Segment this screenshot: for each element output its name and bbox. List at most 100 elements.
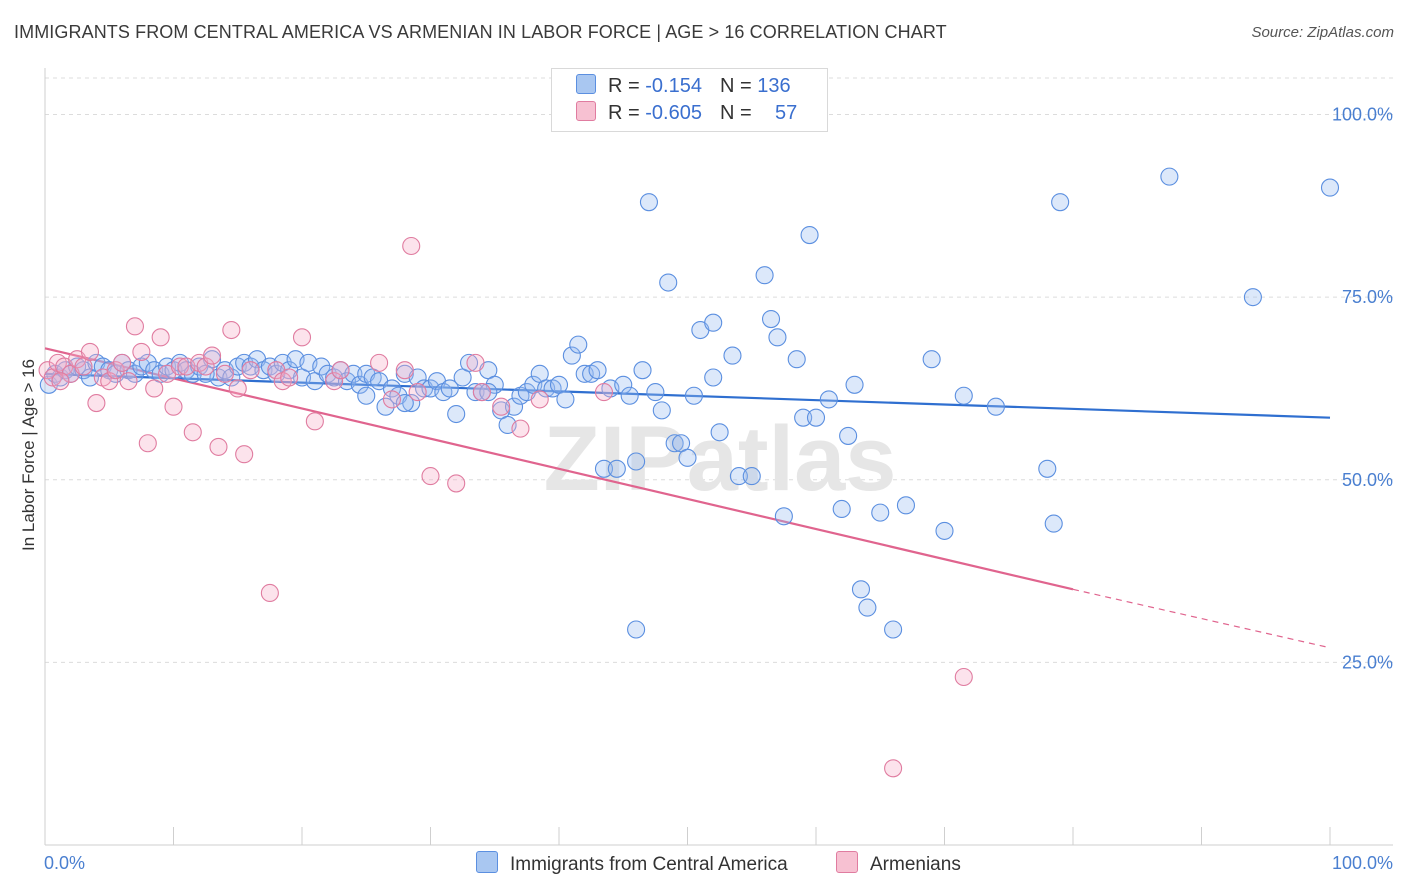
- scatter-points: [38, 167, 1340, 778]
- point-armenian: [421, 467, 440, 486]
- point-central-america: [614, 375, 633, 394]
- point-central-america: [588, 361, 607, 380]
- point-central-america: [819, 390, 838, 409]
- y-tick-label: 50.0%: [1342, 470, 1393, 490]
- point-central-america: [954, 386, 973, 405]
- trend-line-central-america: [44, 372, 1331, 419]
- point-central-america: [479, 383, 498, 402]
- point-central-america: [768, 328, 787, 347]
- point-central-america: [1044, 514, 1063, 533]
- point-central-america: [627, 620, 646, 639]
- legend-row-armenians: R = -0.605 N = 57: [576, 101, 797, 127]
- point-armenian: [80, 342, 100, 361]
- n-value: 57: [774, 102, 798, 124]
- point-armenian: [170, 357, 189, 376]
- point-armenian: [215, 364, 234, 383]
- point-central-america: [729, 467, 748, 486]
- y-tick-label: 75.0%: [1342, 287, 1393, 307]
- point-armenian: [183, 423, 202, 442]
- point-armenian: [209, 437, 228, 456]
- point-armenian: [954, 667, 973, 687]
- point-armenian: [305, 412, 324, 431]
- point-armenian: [106, 361, 125, 380]
- point-central-america: [138, 353, 157, 372]
- point-armenian: [331, 361, 350, 380]
- point-armenian: [492, 397, 511, 416]
- point-armenian: [151, 328, 170, 347]
- point-central-america: [851, 580, 871, 599]
- point-armenian: [241, 361, 260, 380]
- trend-line-armenian-extension: [1072, 588, 1331, 649]
- point-central-america: [845, 375, 864, 394]
- point-armenian: [511, 419, 530, 438]
- point-armenian: [222, 320, 241, 340]
- point-central-america: [684, 386, 703, 405]
- point-central-america: [659, 273, 678, 292]
- point-central-america: [723, 346, 742, 365]
- legend-label: Armenians: [870, 854, 961, 875]
- point-armenian: [100, 372, 119, 391]
- legend-row-central-america: R = -0.154 N = 136: [576, 74, 791, 100]
- point-armenian: [119, 372, 138, 391]
- point-central-america: [357, 386, 376, 405]
- point-central-america: [704, 368, 723, 387]
- r-label: R =: [608, 75, 640, 97]
- legend-swatch-pink: [576, 101, 596, 121]
- point-central-america: [620, 386, 639, 405]
- point-central-america: [447, 404, 466, 424]
- point-armenian: [125, 317, 144, 336]
- point-armenian: [402, 236, 421, 256]
- y-tick-label: 100.0%: [1332, 105, 1393, 125]
- point-central-america: [678, 448, 697, 467]
- point-armenian: [395, 361, 414, 380]
- bottom-legend-central-america: Immigrants from Central America: [476, 851, 788, 876]
- point-central-america: [196, 364, 215, 383]
- point-armenian: [530, 390, 549, 409]
- point-central-america: [376, 397, 395, 416]
- point-armenian: [51, 372, 70, 391]
- n-label: N =: [719, 102, 752, 124]
- bottom-legend-armenians: Armenians: [836, 851, 961, 876]
- source-note: Source: ZipAtlas.com: [1251, 24, 1394, 41]
- point-armenian: [594, 383, 614, 402]
- legend-swatch-blue: [576, 74, 596, 94]
- point-central-america: [1160, 167, 1179, 186]
- point-armenian: [472, 383, 491, 402]
- trend-lines: [44, 347, 1331, 649]
- point-armenian: [325, 372, 344, 391]
- point-central-america: [665, 434, 684, 453]
- point-central-america: [556, 390, 575, 409]
- legend-swatch-pink: [836, 851, 858, 873]
- point-central-america: [1243, 288, 1262, 307]
- point-central-america: [562, 346, 581, 365]
- point-armenian: [164, 397, 183, 416]
- y-tick-label: 25.0%: [1342, 652, 1393, 672]
- point-central-america: [646, 383, 665, 402]
- point-central-america: [440, 379, 459, 398]
- point-central-america: [125, 364, 144, 383]
- point-armenian: [408, 383, 427, 402]
- point-armenian: [466, 353, 485, 372]
- point-central-america: [504, 397, 524, 416]
- r-value: -0.154: [645, 75, 702, 97]
- point-central-america: [312, 357, 331, 376]
- point-central-america: [806, 408, 826, 427]
- point-central-america: [761, 310, 781, 329]
- x-tick-label: 0.0%: [44, 853, 85, 873]
- n-label: N =: [719, 75, 752, 97]
- point-central-america: [627, 452, 646, 471]
- trend-line-armenian: [44, 347, 1074, 591]
- r-value: -0.605: [645, 102, 702, 124]
- point-armenian: [260, 583, 279, 603]
- point-central-america: [639, 193, 659, 212]
- point-central-america: [1051, 193, 1070, 212]
- point-armenian: [203, 346, 222, 365]
- point-central-america: [800, 226, 819, 245]
- point-armenian: [138, 434, 157, 453]
- point-central-america: [382, 379, 402, 398]
- legend-label: Immigrants from Central America: [510, 854, 788, 875]
- point-armenian: [884, 759, 903, 778]
- point-armenian: [292, 328, 312, 347]
- point-central-america: [652, 401, 671, 420]
